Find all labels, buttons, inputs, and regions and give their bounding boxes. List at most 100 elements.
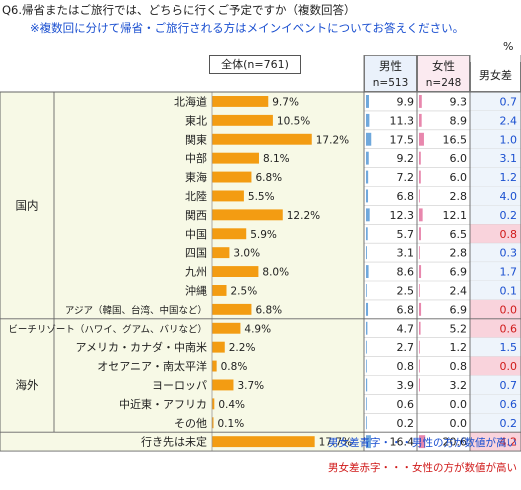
female-bar (419, 132, 424, 146)
diff-cell (470, 224, 521, 244)
male-bar (366, 132, 372, 146)
diff-value: 0.3 (500, 247, 518, 260)
total-value-label: 12.2% (287, 210, 320, 222)
diff-value: 1.7 (500, 266, 518, 279)
diff-value: 0.6 (500, 322, 518, 335)
male-bar (366, 151, 369, 165)
total-value-label: 3.0% (233, 248, 260, 260)
category-label: オセアニア・南太平洋 (97, 359, 207, 373)
male-value: 0.2 (397, 417, 415, 430)
total-bar (212, 436, 315, 448)
female-bar (419, 359, 420, 373)
diff-value: 0.6 (500, 398, 518, 411)
female-header: 女性 n=248 (417, 55, 470, 92)
female-bar (419, 151, 421, 165)
category-label: 中部 (185, 151, 207, 165)
male-bar (366, 435, 371, 449)
diff-value: 0.2 (500, 417, 518, 430)
category-label: 北陸 (185, 190, 207, 203)
total-bar (212, 417, 214, 429)
diff-value: 3.1 (500, 152, 518, 165)
female-bar (419, 435, 426, 449)
male-value: 8.6 (397, 266, 415, 279)
category-label: 四国 (185, 247, 207, 260)
total-value-label: 2.2% (229, 342, 256, 354)
total-value-label: 5.9% (250, 229, 277, 241)
category-label: ビーチリゾート（ハワイ、グアム、バリなど） (8, 323, 207, 335)
diff-value: 1.5 (500, 341, 518, 354)
total-bar (212, 209, 283, 221)
female-value: 0.0 (450, 398, 468, 411)
male-value: 0.6 (397, 398, 415, 411)
diff-cell (470, 318, 521, 338)
diff-cell (470, 243, 521, 263)
question-note: ※複数回に分けて帰省・ご旅行される方はメインイベントについてお答えください。 (30, 21, 465, 35)
male-value: 2.7 (397, 341, 415, 354)
male-value: 9.2 (397, 152, 415, 165)
category-label: 東海 (185, 170, 207, 184)
total-value-label: 2.5% (231, 285, 258, 297)
diff-cell (470, 356, 521, 376)
diff-value: 0.1 (500, 284, 518, 297)
male-value: 16.4 (390, 436, 415, 449)
diff-value: 4.2 (500, 436, 518, 449)
female-value: 2.4 (450, 284, 468, 297)
diff-value: 0.7 (500, 95, 518, 108)
total-bar (212, 398, 215, 410)
male-value: 17.5 (390, 133, 415, 146)
total-value-label: 0.8% (221, 361, 248, 373)
male-bar (366, 189, 369, 203)
total-header: 全体(n=761) (209, 55, 301, 74)
diff-cell (470, 129, 521, 149)
total-value-label: 17.7% (319, 437, 352, 449)
female-bar (419, 189, 420, 203)
female-bar (419, 246, 420, 260)
male-bar (366, 302, 369, 316)
category-label: 北海道 (174, 94, 207, 108)
total-value-label: 10.5% (277, 115, 310, 127)
category-label: アメリカ・カナダ・中南米 (76, 340, 207, 354)
total-bar (212, 247, 230, 259)
male-value: 5.7 (397, 228, 415, 241)
male-value: 11.3 (390, 114, 415, 127)
diff-cell (470, 337, 521, 357)
female-bar (419, 208, 423, 222)
category-label: 東北 (185, 114, 207, 127)
male-bar (366, 227, 368, 241)
diff-cell (470, 394, 521, 414)
male-header: 男性 n=513 (364, 55, 417, 92)
total-bar (212, 171, 252, 183)
category-label: 関東 (185, 133, 207, 146)
group-label: 海外 (16, 378, 39, 392)
female-value: 6.5 (450, 228, 468, 241)
female-value: 2.8 (450, 247, 468, 260)
legend-red: 男女差赤字・・・女性の方が数値が高い (328, 462, 517, 474)
female-value: 12.1 (443, 209, 468, 222)
total-value-label: 8.1% (263, 153, 290, 165)
total-bar (212, 190, 244, 202)
male-bar (366, 340, 367, 354)
female-value: 2.8 (450, 190, 468, 203)
diff-cell (470, 205, 521, 225)
category-label: アジア（韓国、台湾、中国など） (65, 304, 207, 316)
male-bar (366, 265, 369, 278)
female-value: 8.9 (450, 114, 468, 127)
category-label: 中国 (185, 228, 207, 241)
male-value: 12.3 (390, 209, 415, 222)
total-bar (212, 322, 241, 334)
diff-value: 0.7 (500, 379, 518, 392)
diff-cell (470, 262, 521, 281)
female-bar (419, 302, 422, 316)
male-header-label: 男性 (379, 59, 402, 73)
male-value: 3.1 (397, 247, 415, 260)
male-bar (366, 321, 368, 335)
category-label: 沖縄 (185, 283, 207, 297)
female-bar (419, 378, 420, 392)
male-value: 6.8 (397, 190, 415, 203)
diff-value: 0.8 (500, 228, 518, 241)
category-label: ヨーロッパ (152, 379, 207, 392)
total-bar (212, 360, 217, 372)
male-value: 2.5 (397, 284, 415, 297)
female-bar (419, 113, 422, 127)
diff-cell (470, 92, 521, 111)
